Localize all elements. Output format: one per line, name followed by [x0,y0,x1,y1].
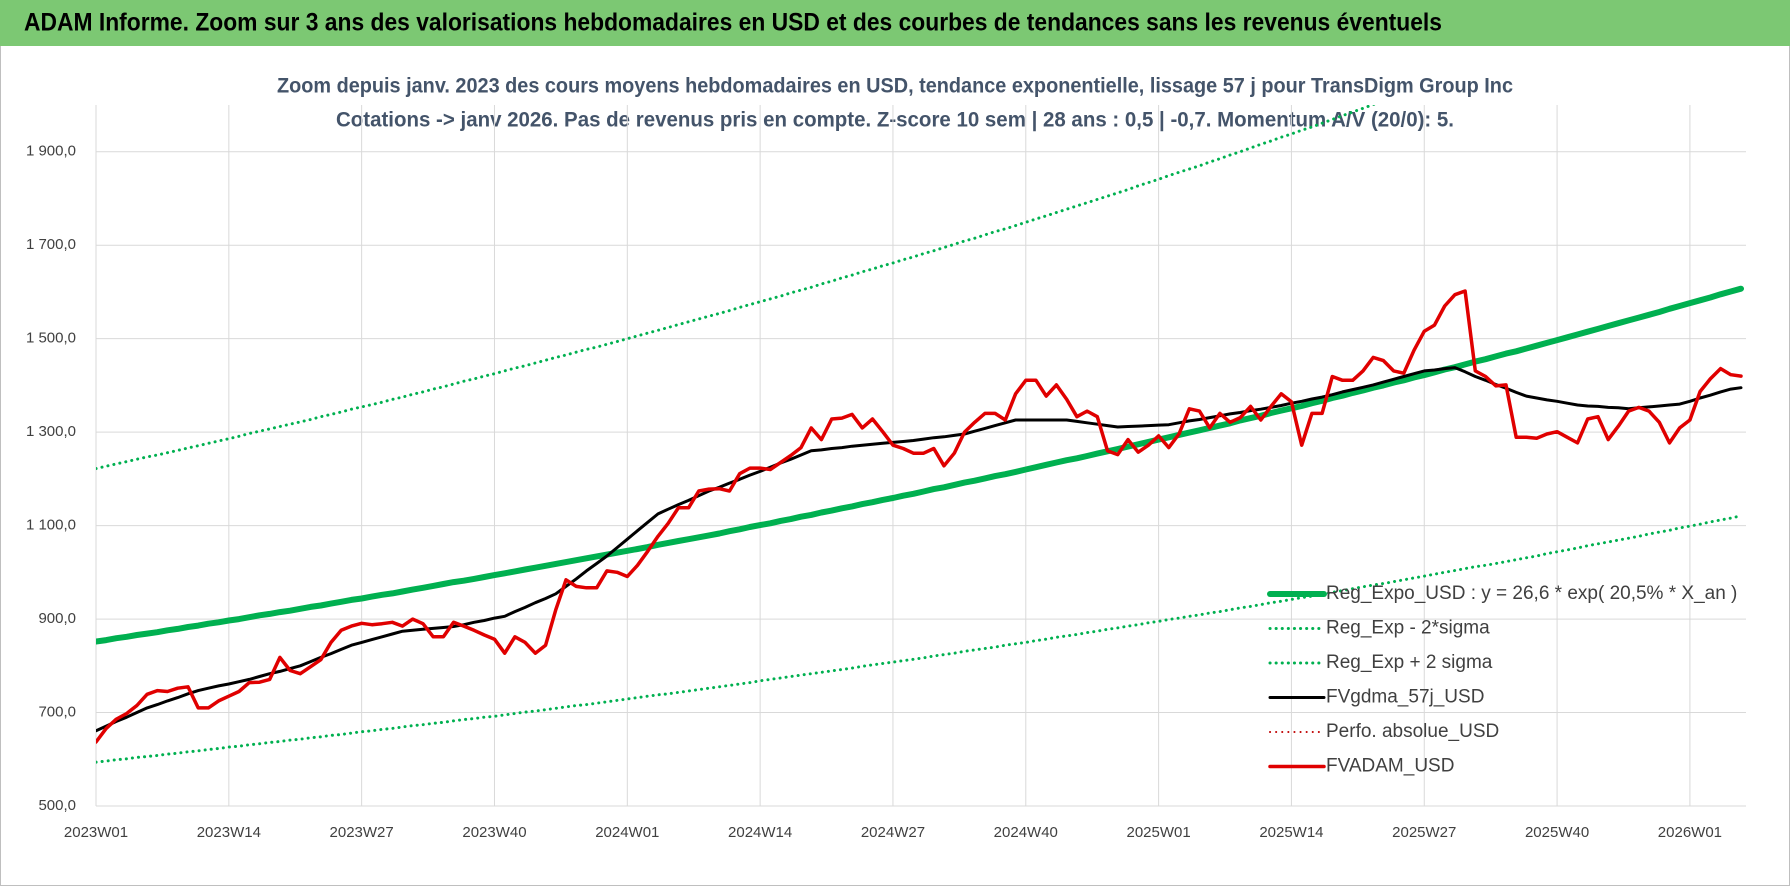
y-tick-label: 500,0 [38,797,76,814]
legend-label: Reg_Exp - 2*sigma [1326,618,1490,639]
x-tick-label: 2023W14 [197,824,261,841]
legend: Reg_Expo_USD : y = 26,6 * exp( 20,5% * X… [1267,583,1737,777]
chart-title: ADAM Informe. Zoom sur 3 ans des valoris… [24,9,1442,37]
legend-label: Reg_Exp + 2 sigma [1326,652,1493,673]
y-tick-label: 1 500,0 [26,330,76,347]
legend-label: Reg_Expo_USD : y = 26,6 * exp( 20,5% * X… [1326,583,1737,604]
header-bar [0,0,1790,46]
series-line [96,105,1377,471]
series-line [96,285,1744,645]
y-tick-label: 900,0 [38,610,76,627]
legend-label: FVADAM_USD [1326,756,1454,777]
x-tick-label: 2026W01 [1658,824,1722,841]
x-tick-label: 2024W27 [861,824,925,841]
x-tick-label: 2023W27 [330,824,394,841]
grid: 500,0 700,0 900,0 1 100,0 1 300,0 1 500,0 1 70… [26,105,1746,841]
y-tick-label: 1 900,0 [26,143,76,160]
chart-subtitle: Cotations -> janv 2026. Pas de revenus p… [336,109,1454,132]
plot-area [96,105,1744,764]
x-tick-label: 2025W14 [1259,824,1323,841]
x-tick-label: 2023W01 [64,824,128,841]
y-tick-label: 1 300,0 [26,423,76,440]
y-tick-label: 1 100,0 [26,517,76,534]
x-tick-label: 2023W40 [462,824,526,841]
x-tick-label: 2025W27 [1392,824,1456,841]
chart-subtitle: Zoom depuis janv. 2023 des cours moyens … [277,75,1513,98]
y-tick-label: 700,0 [38,704,76,721]
legend-label: Perfo. absolue_USD [1326,721,1499,742]
series-line [96,514,1743,764]
x-tick-label: 2024W01 [595,824,659,841]
series-line [96,366,1743,733]
y-tick-label: 1 700,0 [26,236,76,253]
x-tick-label: 2024W40 [994,824,1058,841]
x-tick-label: 2025W40 [1525,824,1589,841]
legend-label: FVgdma_57j_USD [1326,687,1484,708]
x-tick-label: 2025W01 [1126,824,1190,841]
x-tick-label: 2024W14 [728,824,792,841]
series-line [96,289,1743,744]
